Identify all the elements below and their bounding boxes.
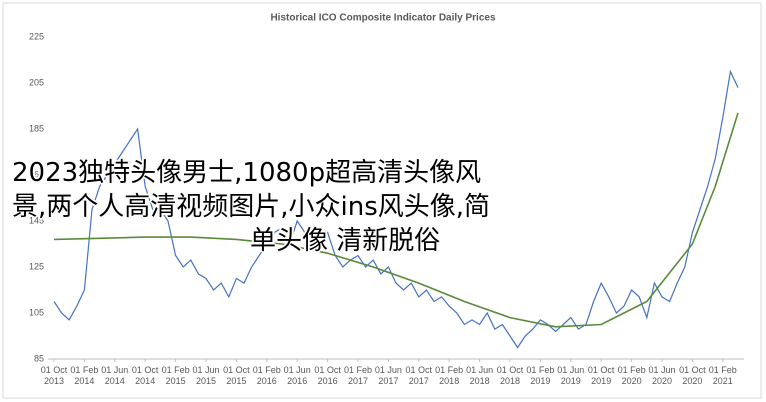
x-tick-label: 01 Oct 2019 <box>587 365 615 386</box>
y-tick-label: 225 <box>29 31 44 41</box>
y-tick-label: 145 <box>29 215 44 225</box>
x-tick-label: 01 Feb 2019 <box>526 365 555 386</box>
x-tick-label: 01 Jun 2017 <box>374 365 402 386</box>
y-tick-label: 125 <box>29 261 44 271</box>
x-tick-label: 01 Oct 2015 <box>223 365 250 386</box>
x-tick-label: 01 Oct 2014 <box>131 365 159 386</box>
x-tick-label: 01 Oct 2013 <box>40 365 68 386</box>
x-tick-label: 01 Jun 2014 <box>101 365 129 386</box>
data-line <box>53 112 739 328</box>
x-tick-label: 01 Feb 2021 <box>708 365 737 386</box>
x-tick-label: 01 Oct 2016 <box>314 365 341 386</box>
x-tick-label: 01 Jun 2019 <box>557 365 585 386</box>
y-tick-label: 165 <box>29 169 44 179</box>
data-line <box>53 69 739 349</box>
overlay-caption: 景,两个人高清视频图片,小众ins风头像,简 <box>12 192 491 222</box>
x-tick-label: 01 Feb 2015 <box>161 365 190 386</box>
x-tick-label: 01 Feb 2014 <box>70 365 99 386</box>
x-tick-label: 01 Jun 2015 <box>192 365 220 386</box>
x-tick-label: 01 Feb 2017 <box>343 365 373 386</box>
x-tick-label: 01 Feb 2018 <box>435 365 464 386</box>
y-tick-label: 85 <box>34 353 44 363</box>
x-tick-label: 01 Oct 2018 <box>496 365 524 386</box>
chart-frame <box>2 2 762 399</box>
chart-title: Historical ICO Composite Indicator Daily… <box>270 13 496 24</box>
x-tick-label: 01 Oct 2017 <box>405 365 433 386</box>
y-tick-label: 185 <box>29 123 44 133</box>
x-tick-label: 01 Jun 2018 <box>466 365 494 386</box>
x-tick-label: 01 Jun 2016 <box>283 365 311 386</box>
x-tick-label: 01 Oct 2020 <box>679 365 706 386</box>
overlay-caption: 2023独特头像男士,1080p超高清头像风 <box>12 158 482 188</box>
x-tick-label: 01 Jun 2020 <box>648 365 676 386</box>
y-tick-label: 105 <box>29 307 44 317</box>
overlay-caption: 单头像 清新脱俗 <box>250 226 441 256</box>
y-tick-label: 205 <box>29 77 44 87</box>
x-tick-label: 01 Feb 2020 <box>617 365 646 386</box>
x-tick-label: 01 Feb 2016 <box>252 365 281 386</box>
